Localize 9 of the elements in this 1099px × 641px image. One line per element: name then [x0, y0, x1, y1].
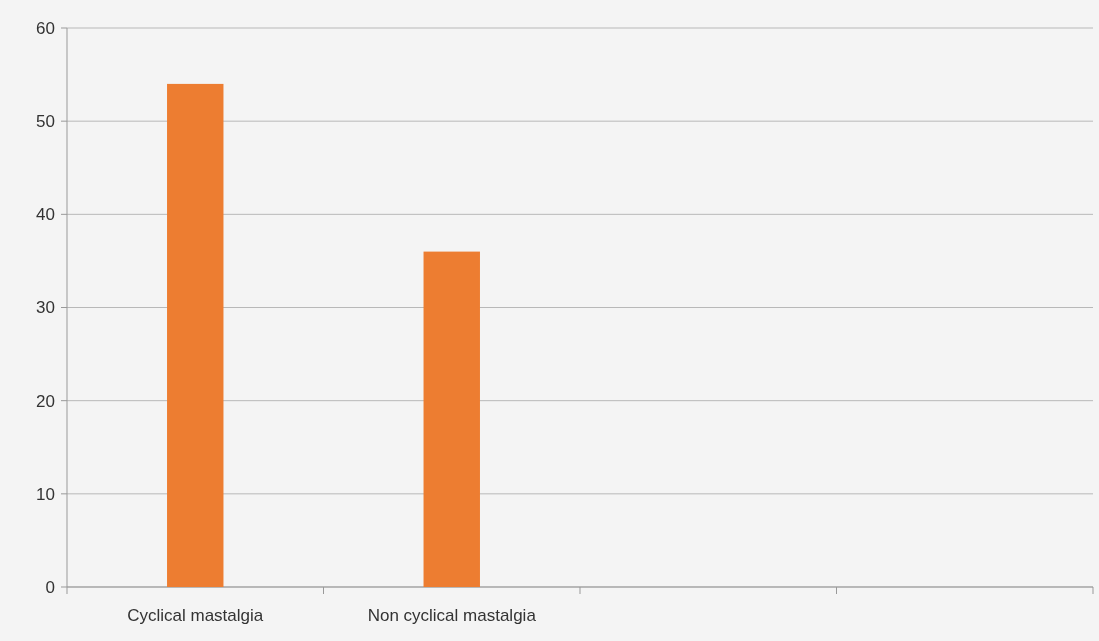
y-tick-label: 50 [36, 112, 55, 132]
y-tick-label: 0 [45, 577, 55, 597]
x-tick-label: Cyclical mastalgia [127, 606, 264, 625]
y-tick-label: 60 [36, 18, 55, 38]
y-tick-label: 40 [36, 205, 55, 225]
y-tick-label: 10 [36, 484, 55, 504]
y-tick-label: 30 [36, 298, 55, 318]
x-tick-label: Non cyclical mastalgia [367, 606, 537, 625]
y-tick-label: 20 [36, 391, 55, 411]
